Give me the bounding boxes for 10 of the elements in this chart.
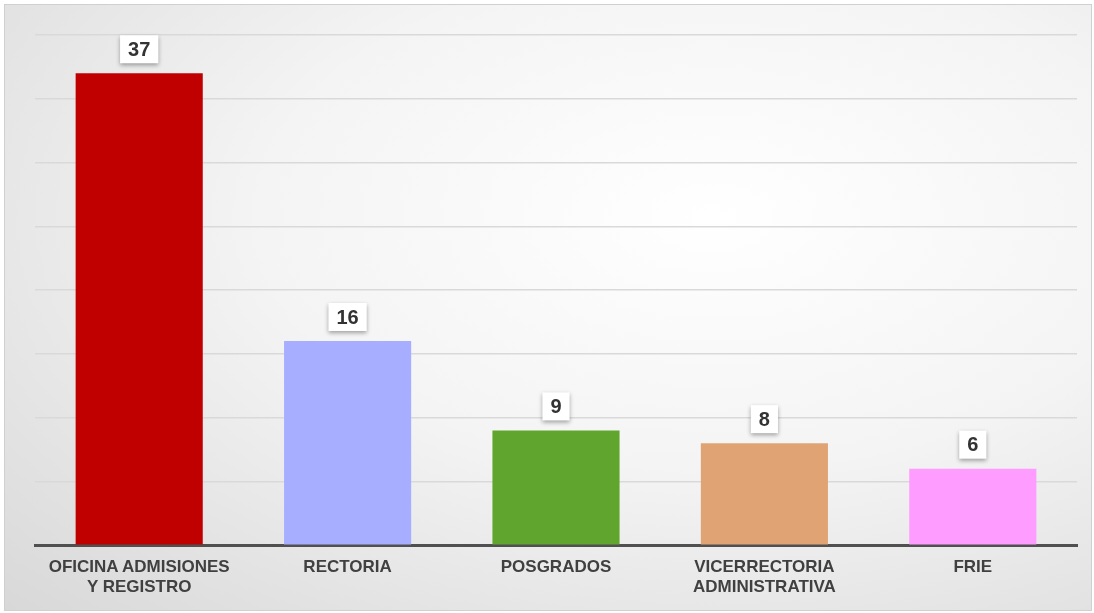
data-label: 8 bbox=[758, 407, 770, 430]
x-tick-label: VICERRECTORIA ADMINISTRATIVA bbox=[692, 557, 836, 597]
data-label: 9 bbox=[550, 394, 562, 417]
x-tick-label: FRIE bbox=[953, 557, 993, 577]
x-tick-label: POSGRADOS bbox=[500, 557, 612, 577]
data-label: 6 bbox=[967, 433, 979, 456]
data-label: 16 bbox=[336, 305, 359, 328]
data-label: 37 bbox=[128, 37, 151, 60]
x-tick-label: OFICINA ADMISIONES Y REGISTRO bbox=[48, 557, 230, 597]
x-tick-label: RECTORIA bbox=[303, 557, 392, 577]
